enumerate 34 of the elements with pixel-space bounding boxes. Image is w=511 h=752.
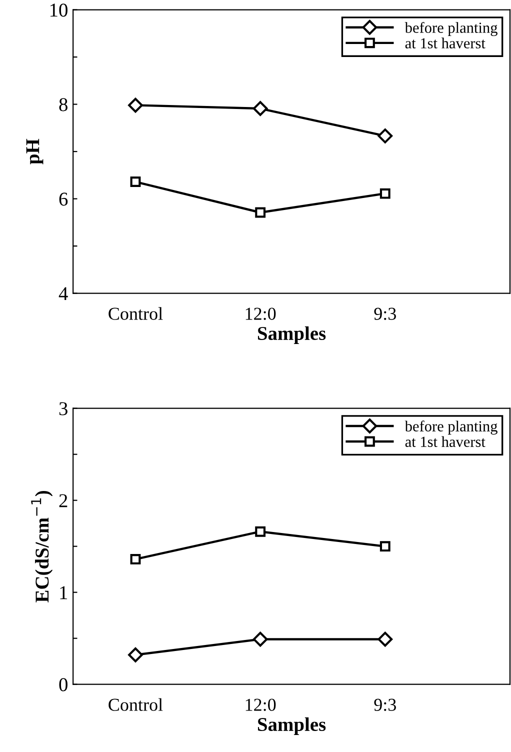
point [252, 101, 268, 116]
legend-label: at 1st haverst [405, 38, 486, 48]
point [380, 188, 390, 199]
point [255, 207, 266, 218]
point [128, 98, 143, 113]
y-axis-title: EC(dS/cm$^{−1}$) [31, 490, 53, 602]
point [252, 632, 268, 647]
point [378, 128, 393, 144]
x-tick-label: 12:0 [246, 308, 276, 320]
y-tick-label: 3 [59, 402, 68, 416]
x-tick-label: Control [108, 307, 163, 320]
x-tick-label: 9:3 [374, 308, 396, 320]
point [255, 526, 266, 537]
point [130, 554, 141, 564]
point [128, 647, 143, 662]
y-tick-label: 0 [59, 678, 68, 692]
y-tick-label: 8 [59, 98, 68, 112]
point [378, 632, 393, 647]
y-tick-label: 10 [50, 4, 68, 17]
legend-label: before planting [404, 22, 498, 36]
x-tick-label: Control [108, 698, 163, 711]
y-tick-label: 6 [59, 192, 68, 206]
legend-label: at 1st haverst [405, 436, 486, 447]
x-tick-label: 12:0 [246, 698, 276, 711]
y-axis-title: pH [26, 138, 44, 164]
legend-label: before planting [404, 420, 498, 435]
x-axis-title: Samples [258, 717, 326, 735]
point [380, 541, 390, 552]
y-tick-label: 4 [58, 287, 68, 300]
y-tick-label: 2 [59, 494, 68, 508]
x-tick-label: 9:3 [374, 698, 396, 711]
point [130, 176, 141, 187]
x-axis-title: Samples [258, 326, 326, 344]
y-tick-label: 1 [60, 586, 68, 600]
